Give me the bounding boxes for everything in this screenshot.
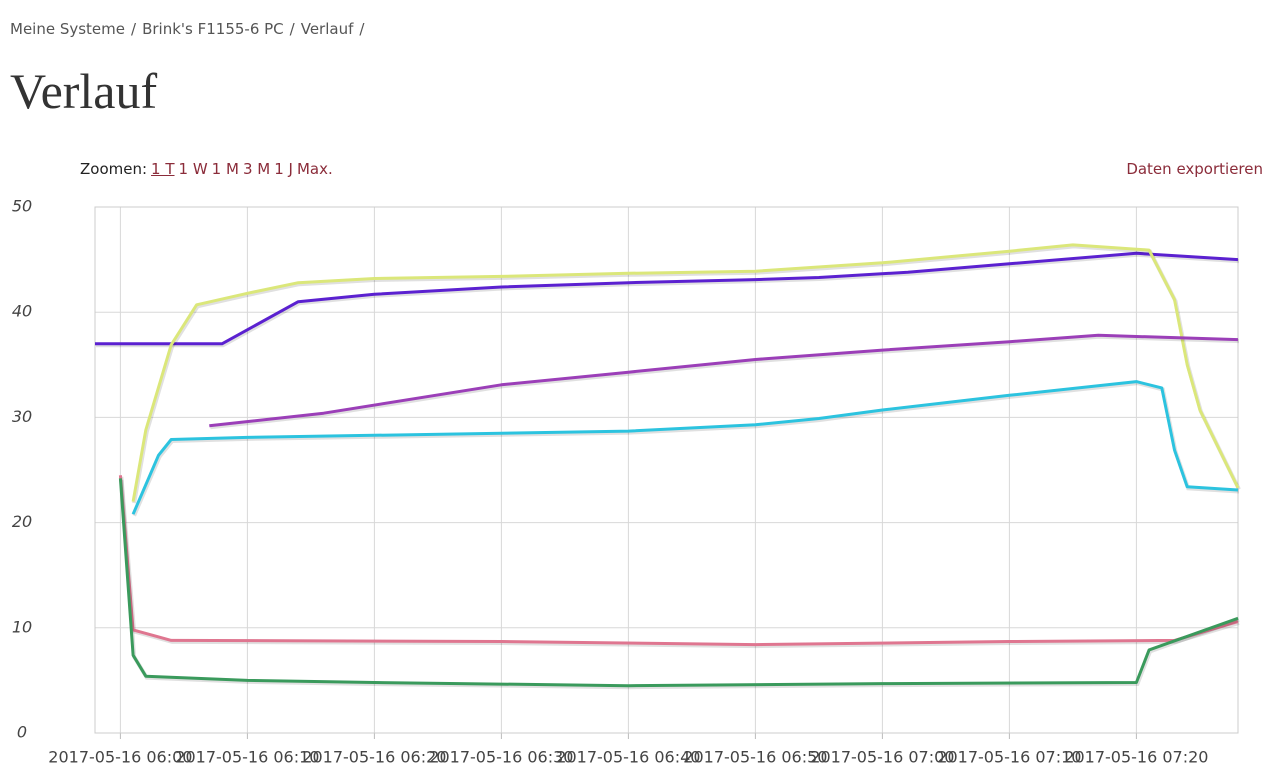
- breadcrumb: Meine Systeme / Brink's F1155-6 PC / Verlauf…: [10, 20, 370, 38]
- y-tick-label: 20: [12, 512, 32, 531]
- series-line: [118, 475, 1239, 647]
- series-shadow: [119, 476, 1240, 649]
- breadcrumb-separator: /: [359, 20, 365, 38]
- zoom-option[interactable]: 1 T: [151, 160, 175, 178]
- breadcrumb-separator: /: [289, 20, 295, 38]
- series-shadow: [119, 479, 1240, 690]
- zoom-option[interactable]: 3 M: [242, 160, 271, 178]
- x-tick-label: 2017-05-16 06:30: [429, 748, 573, 767]
- zoom-option[interactable]: Max.: [296, 160, 333, 178]
- series-line: [131, 380, 1239, 515]
- breadcrumb-separator: /: [131, 20, 137, 38]
- x-tick-label: 2017-05-16 06:50: [683, 748, 827, 767]
- y-tick-label: 50: [12, 197, 32, 216]
- series-line: [131, 243, 1240, 502]
- zoom-option[interactable]: 1 J: [274, 160, 293, 178]
- export-link[interactable]: Daten exportieren: [1126, 160, 1263, 178]
- heading: Verlauf: [10, 63, 158, 119]
- y-tick-label: 10: [12, 617, 32, 636]
- breadcrumb-item[interactable]: Brink's F1155-6 PC: [142, 20, 284, 38]
- zoom-label: Zoomen:: [80, 160, 148, 178]
- series-line: [209, 333, 1239, 428]
- series-line: [95, 251, 1239, 346]
- x-tick-label: 2017-05-16 06:20: [302, 748, 446, 767]
- x-tick-label: 2017-05-16 07:00: [810, 748, 954, 767]
- series-shadow: [96, 252, 1240, 348]
- series-shadow: [132, 244, 1241, 504]
- y-tick-label: 30: [12, 407, 32, 426]
- series-shadow: [132, 381, 1240, 517]
- y-tick-label: 40: [12, 302, 32, 321]
- zoom-option[interactable]: 1 W: [178, 160, 208, 178]
- x-tick-label: 2017-05-16 06:40: [556, 748, 700, 767]
- series-shadow: [210, 334, 1240, 430]
- y-tick-label: 0: [17, 723, 27, 742]
- zoom-option[interactable]: 1 M: [211, 160, 239, 178]
- x-tick-label: 2017-05-16 07:10: [937, 748, 1081, 767]
- x-tick-label: 2017-05-16 06:10: [175, 748, 319, 767]
- breadcrumb-item[interactable]: Verlauf: [300, 20, 354, 38]
- series-line: [118, 478, 1239, 688]
- breadcrumb-item[interactable]: Meine Systeme: [10, 20, 126, 38]
- plot-border: [94, 206, 1239, 734]
- x-tick-label: 2017-05-16 06:00: [48, 748, 192, 767]
- x-tick-label: 2017-05-16 07:20: [1064, 748, 1208, 767]
